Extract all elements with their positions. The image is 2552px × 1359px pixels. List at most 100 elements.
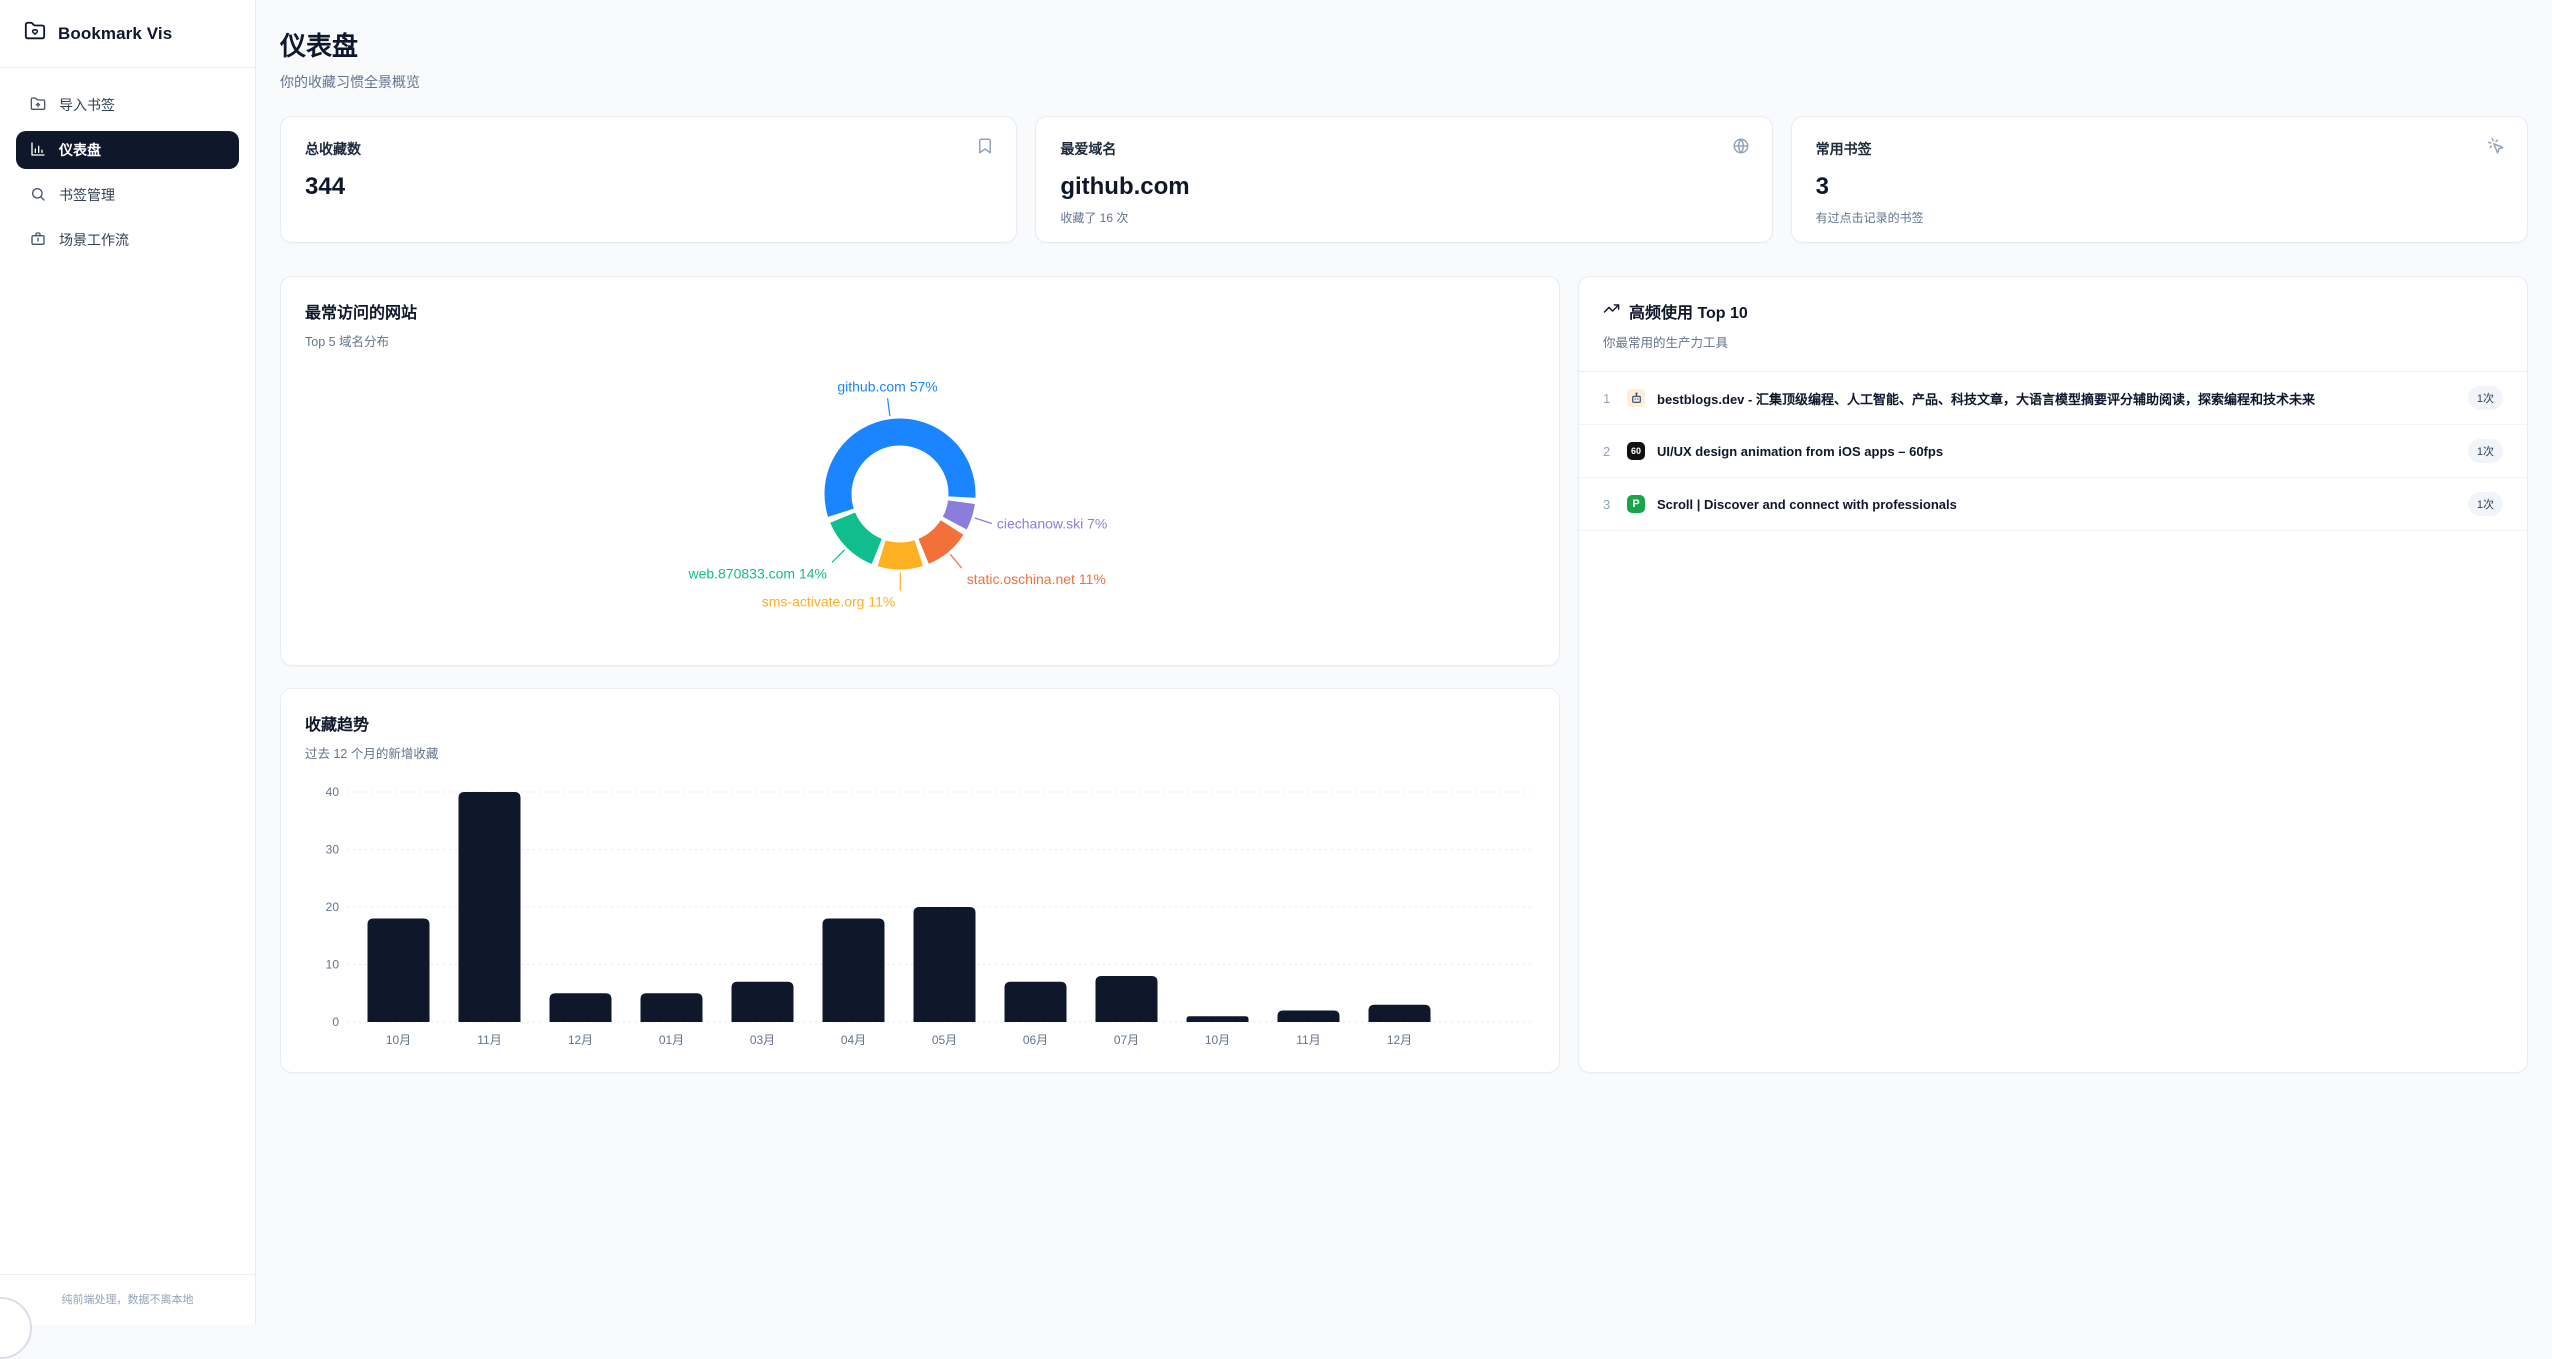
app-logo: Bookmark Vis	[0, 0, 255, 68]
robot-favicon	[1627, 389, 1645, 407]
bar-3-01月[interactable]	[641, 993, 703, 1022]
stat-sub: 收藏了 16 次	[1060, 209, 1747, 226]
donut-label-line	[832, 550, 845, 563]
trend-card: 收藏趋势 过去 12 个月的新增收藏 0 10 20 30 40 10月 11月 12月 01月…	[280, 688, 1560, 1073]
bookmark-title: Scroll | Discover and connect with profe…	[1657, 497, 2456, 512]
search-icon	[30, 186, 46, 205]
visit-count-badge: 1次	[2468, 439, 2503, 463]
sidebar-item-import[interactable]: 导入书签	[16, 86, 239, 124]
bookmark-icon	[976, 137, 994, 160]
sidebar-item-label: 书签管理	[59, 185, 115, 205]
list-item[interactable]: 2 60 UI/UX design animation from iOS app…	[1579, 425, 2527, 478]
briefcase-icon	[30, 231, 46, 250]
donut-segment-static.oschina.net[interactable]	[924, 528, 952, 552]
x-tick-label: 12月	[568, 1033, 593, 1047]
sidebar: Bookmark Vis 导入书签 仪表盘	[0, 0, 256, 1325]
domain-donut-chart: github.com 57% ciechanow.ski 7% static.osc…	[305, 364, 1535, 626]
sidebar-item-label: 仪表盘	[59, 140, 101, 160]
stat-label: 总收藏数	[305, 139, 992, 159]
x-tick-label: 10月	[1205, 1033, 1230, 1047]
bookmark-title: UI/UX design animation from iOS apps – 6…	[1657, 444, 2456, 459]
stat-sub: 有过点击记录的书签	[1816, 209, 2503, 226]
x-tick-label: 04月	[841, 1033, 866, 1047]
visit-count-badge: 1次	[2468, 492, 2503, 516]
60fps-favicon: 60	[1627, 442, 1645, 460]
y-tick-label: 10	[326, 958, 340, 972]
bar-8-07月[interactable]	[1096, 976, 1158, 1022]
rank-number: 2	[1603, 444, 1615, 459]
app-title: Bookmark Vis	[58, 24, 172, 44]
sidebar-item-workflow[interactable]: 场景工作流	[16, 221, 239, 259]
donut-label: static.oschina.net 11%	[967, 571, 1106, 587]
bar-1-11月[interactable]	[459, 792, 521, 1022]
rank-number: 1	[1603, 391, 1615, 406]
donut-label-line	[888, 398, 890, 416]
page-subtitle: 你的收藏习惯全景概览	[280, 72, 2528, 92]
y-tick-label: 0	[332, 1015, 339, 1029]
stat-label: 最爱域名	[1060, 139, 1747, 159]
main-content: 仪表盘 你的收藏习惯全景概览 总收藏数 344 最爱域名 github.com …	[256, 0, 2552, 1325]
bookmark-title: bestblogs.dev - 汇集顶级编程、人工智能、产品、科技文章，大语言模…	[1657, 389, 2456, 408]
stat-card-frequent: 常用书签 3 有过点击记录的书签	[1791, 116, 2528, 243]
top-sites-title: 最常访问的网站	[305, 299, 1535, 323]
trend-subtitle: 过去 12 个月的新增收藏	[305, 743, 1535, 762]
stat-card-total: 总收藏数 344	[280, 116, 1017, 243]
list-item[interactable]: 1 bestblogs.dev - 汇集顶级编程、人工智能、产品、科技文章，大语…	[1579, 372, 2527, 425]
bar-11-12月[interactable]	[1369, 1005, 1431, 1022]
stats-row: 总收藏数 344 最爱域名 github.com 收藏了 16 次 常用书签 3…	[280, 116, 2528, 243]
bar-chart-icon	[30, 141, 46, 160]
trend-title: 收藏趋势	[305, 711, 1535, 735]
stat-value: 344	[305, 173, 992, 201]
sidebar-footer-note: 纯前端处理，数据不离本地	[0, 1274, 255, 1325]
top-sites-subtitle: Top 5 域名分布	[305, 331, 1535, 350]
donut-segment-sms-activate.org[interactable]	[882, 553, 919, 556]
sidebar-item-label: 导入书签	[59, 95, 115, 115]
x-tick-label: 11月	[477, 1033, 501, 1047]
bar-4-03月[interactable]	[732, 982, 794, 1022]
x-tick-label: 06月	[1023, 1033, 1048, 1047]
sidebar-item-dashboard[interactable]: 仪表盘	[16, 131, 239, 169]
x-tick-label: 03月	[750, 1033, 775, 1047]
bar-9-10月[interactable]	[1187, 1016, 1249, 1022]
top-sites-card: 最常访问的网站 Top 5 域名分布 github.com 57% ciechan…	[280, 276, 1560, 666]
rank-number: 3	[1603, 497, 1615, 512]
sidebar-item-manage[interactable]: 书签管理	[16, 176, 239, 214]
bar-5-04月[interactable]	[823, 919, 885, 1023]
stat-value: 3	[1816, 173, 2503, 201]
page-title: 仪表盘	[280, 26, 2528, 63]
x-tick-label: 11月	[1296, 1033, 1320, 1047]
x-tick-label: 01月	[659, 1033, 684, 1047]
charts-left-column: 最常访问的网站 Top 5 域名分布 github.com 57% ciechan…	[280, 276, 1560, 1073]
top-used-list: 1 bestblogs.dev - 汇集顶级编程、人工智能、产品、科技文章，大语…	[1579, 372, 2527, 531]
top-used-header: 高频使用 Top 10 你最常用的生产力工具	[1579, 277, 2527, 372]
p-favicon: P	[1627, 495, 1645, 513]
donut-segment-github.com[interactable]	[838, 432, 962, 513]
y-tick-label: 20	[326, 900, 340, 914]
donut-label: github.com 57%	[837, 378, 937, 394]
top-used-title: 高频使用 Top 10	[1629, 299, 1748, 323]
donut-segment-web.870833.com[interactable]	[843, 518, 877, 552]
x-tick-label: 05月	[932, 1033, 957, 1047]
folder-import-icon	[30, 96, 46, 115]
bar-2-12月[interactable]	[550, 993, 612, 1022]
folder-heart-icon	[24, 20, 46, 47]
x-tick-label: 07月	[1114, 1033, 1139, 1047]
donut-label-line	[950, 554, 962, 568]
donut-label: ciechanow.ski 7%	[997, 515, 1108, 531]
donut-segment-ciechanow.ski[interactable]	[955, 502, 962, 523]
top-used-card: 高频使用 Top 10 你最常用的生产力工具 1 bestblo	[1578, 276, 2528, 1073]
pointer-click-icon	[2487, 137, 2505, 160]
bar-0-10月[interactable]	[368, 919, 430, 1023]
y-tick-label: 30	[326, 843, 340, 857]
bar-7-06月[interactable]	[1005, 982, 1067, 1022]
sidebar-nav: 导入书签 仪表盘 书签管理 场景工作流	[0, 68, 255, 277]
y-tick-label: 40	[326, 785, 340, 799]
globe-icon	[1732, 137, 1750, 160]
trending-up-icon	[1603, 300, 1620, 322]
bar-10-11月[interactable]	[1278, 1011, 1340, 1023]
list-item[interactable]: 3 P Scroll | Discover and connect with p…	[1579, 478, 2527, 531]
donut-label-line	[975, 518, 992, 524]
bar-6-05月[interactable]	[914, 907, 976, 1022]
x-tick-label: 12月	[1387, 1033, 1412, 1047]
